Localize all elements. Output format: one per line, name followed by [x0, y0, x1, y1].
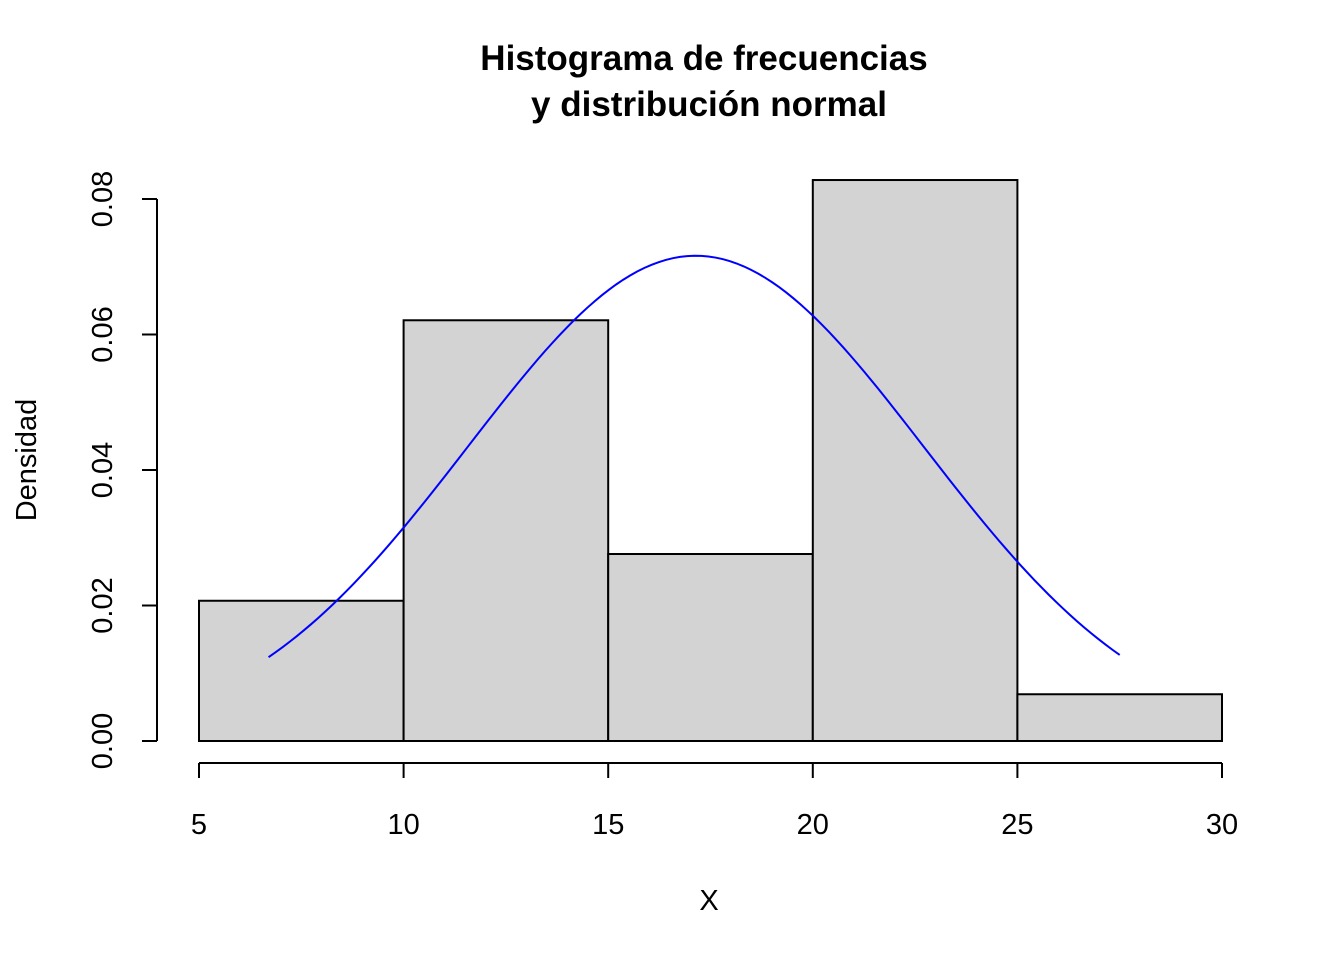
x-axis-label: X	[699, 885, 718, 917]
y-axis: 0.00 0.02 0.04 0.06 0.08	[87, 171, 158, 769]
normal-curve-layer	[267, 254, 1121, 659]
x-tick-label-3: 20	[797, 809, 829, 841]
y-tick-label-2: 0.04	[87, 442, 119, 498]
x-tick-label-4: 25	[1001, 809, 1033, 841]
x-axis: 5 10 15 20 25 30	[191, 762, 1238, 841]
x-tick-label-2: 15	[592, 809, 624, 841]
y-axis-label: Densidad	[11, 399, 43, 522]
y-tick-label-3: 0.06	[87, 306, 119, 362]
chart-title-line-2: y distribución normal	[531, 85, 887, 124]
histogram-bar-2	[607, 553, 814, 743]
chart-title-line-1: Histograma de frecuencias	[480, 39, 927, 78]
histogram-bar-1	[402, 319, 610, 742]
y-tick-label-1: 0.02	[87, 577, 119, 633]
x-tick-label-0: 5	[191, 809, 207, 841]
y-tick-label-0: 0.00	[87, 713, 119, 769]
histogram-bars	[198, 179, 1224, 743]
histogram-bar-3	[811, 179, 1019, 742]
normal-distribution-curve	[267, 254, 1121, 659]
histogram-bar-0	[198, 599, 405, 742]
y-tick-label-4: 0.08	[87, 171, 119, 227]
histogram-bar-4	[1016, 693, 1224, 743]
x-tick-label-1: 10	[387, 809, 419, 841]
x-tick-label-5: 30	[1206, 809, 1238, 841]
